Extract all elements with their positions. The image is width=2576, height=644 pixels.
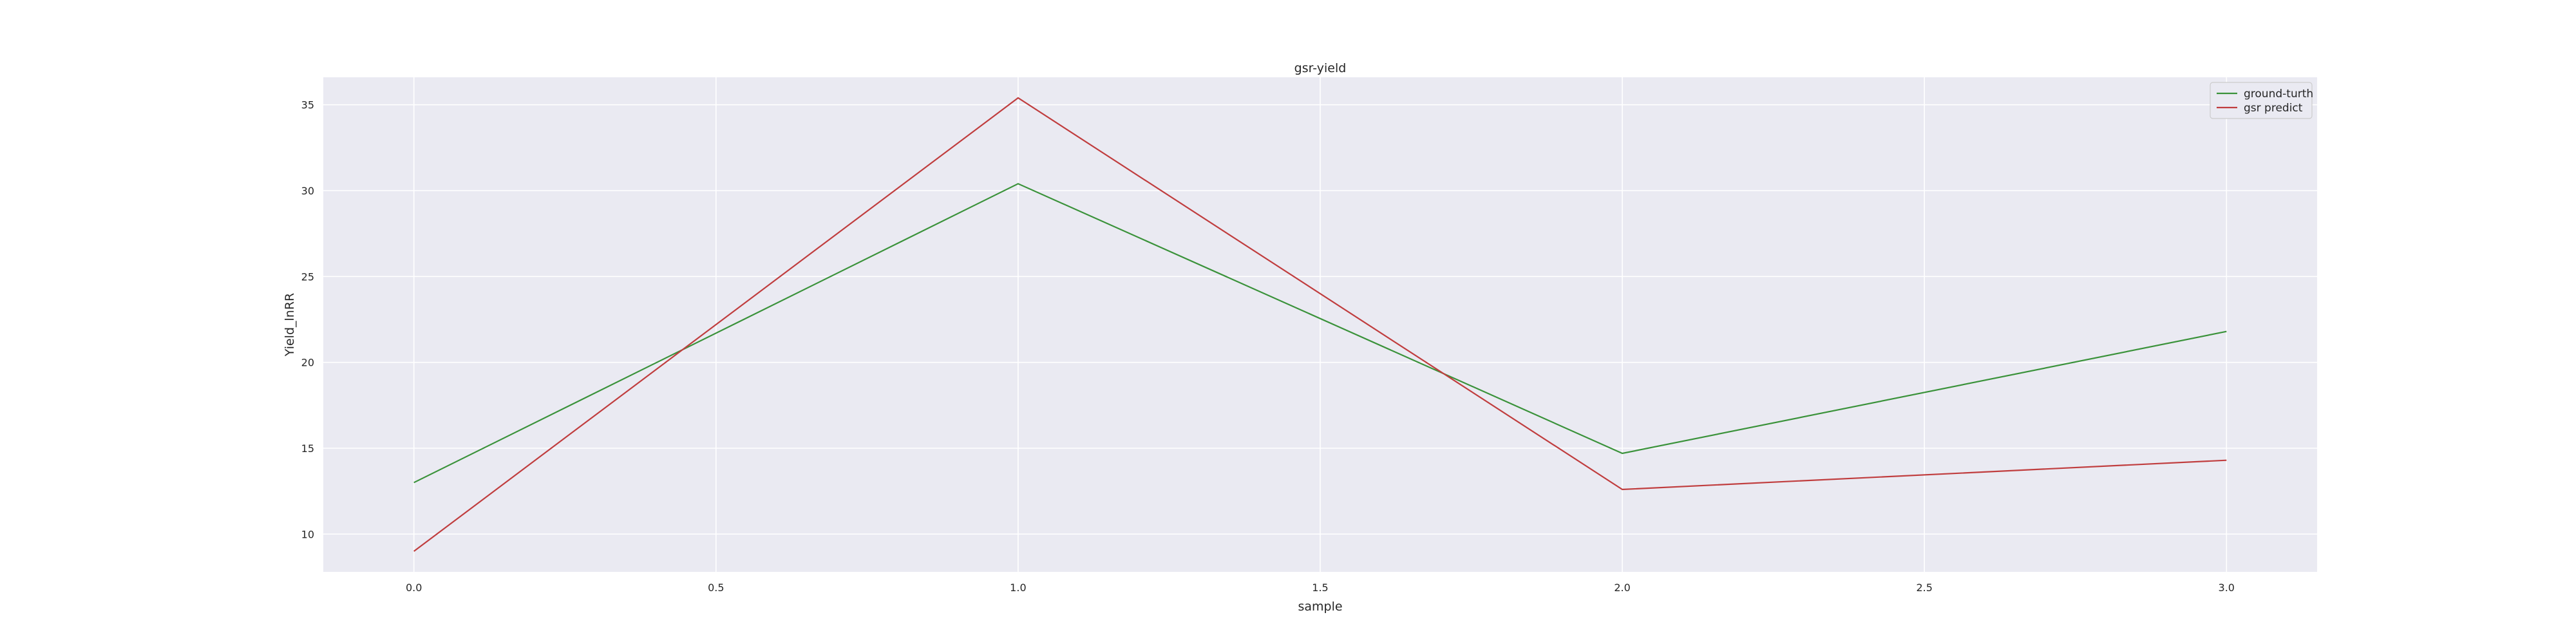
chart-title: gsr-yield	[1294, 61, 1347, 75]
series-line-gsr-predict	[413, 97, 2227, 552]
y-tick-label: 10	[301, 528, 314, 540]
y-tick-label: 15	[301, 442, 314, 455]
x-tick-label: 0.5	[708, 582, 724, 594]
legend-label-ground-turth: ground-turth	[2244, 88, 2313, 100]
tick-labels: 0.0 0.5 1.0 1.5 2.0 2.5 3.0 10 15 20 25 30 35	[301, 99, 2235, 594]
x-tick-label: 1.5	[1312, 582, 1328, 594]
y-axis-label: Yield_lnRR	[283, 293, 297, 357]
y-tick-label: 20	[301, 357, 314, 369]
series-line-ground-turth	[413, 183, 2227, 484]
x-tick-label: 1.0	[1010, 582, 1026, 594]
x-tick-label: 0.0	[406, 582, 422, 594]
legend-label-gsr-predict: gsr predict	[2244, 102, 2303, 115]
grid-lines	[323, 77, 2317, 572]
legend-box	[2210, 82, 2313, 119]
x-tick-label: 2.5	[1916, 582, 1932, 594]
series-lines	[413, 97, 2227, 552]
y-tick-label: 30	[301, 185, 314, 197]
x-tick-label: 2.0	[1614, 582, 1630, 594]
y-tick-label: 35	[301, 99, 314, 111]
x-tick-label: 3.0	[2219, 582, 2235, 594]
y-tick-label: 25	[301, 270, 314, 283]
legend: ground-turth gsr predict	[2210, 82, 2313, 119]
x-axis-label: sample	[1298, 600, 1342, 614]
